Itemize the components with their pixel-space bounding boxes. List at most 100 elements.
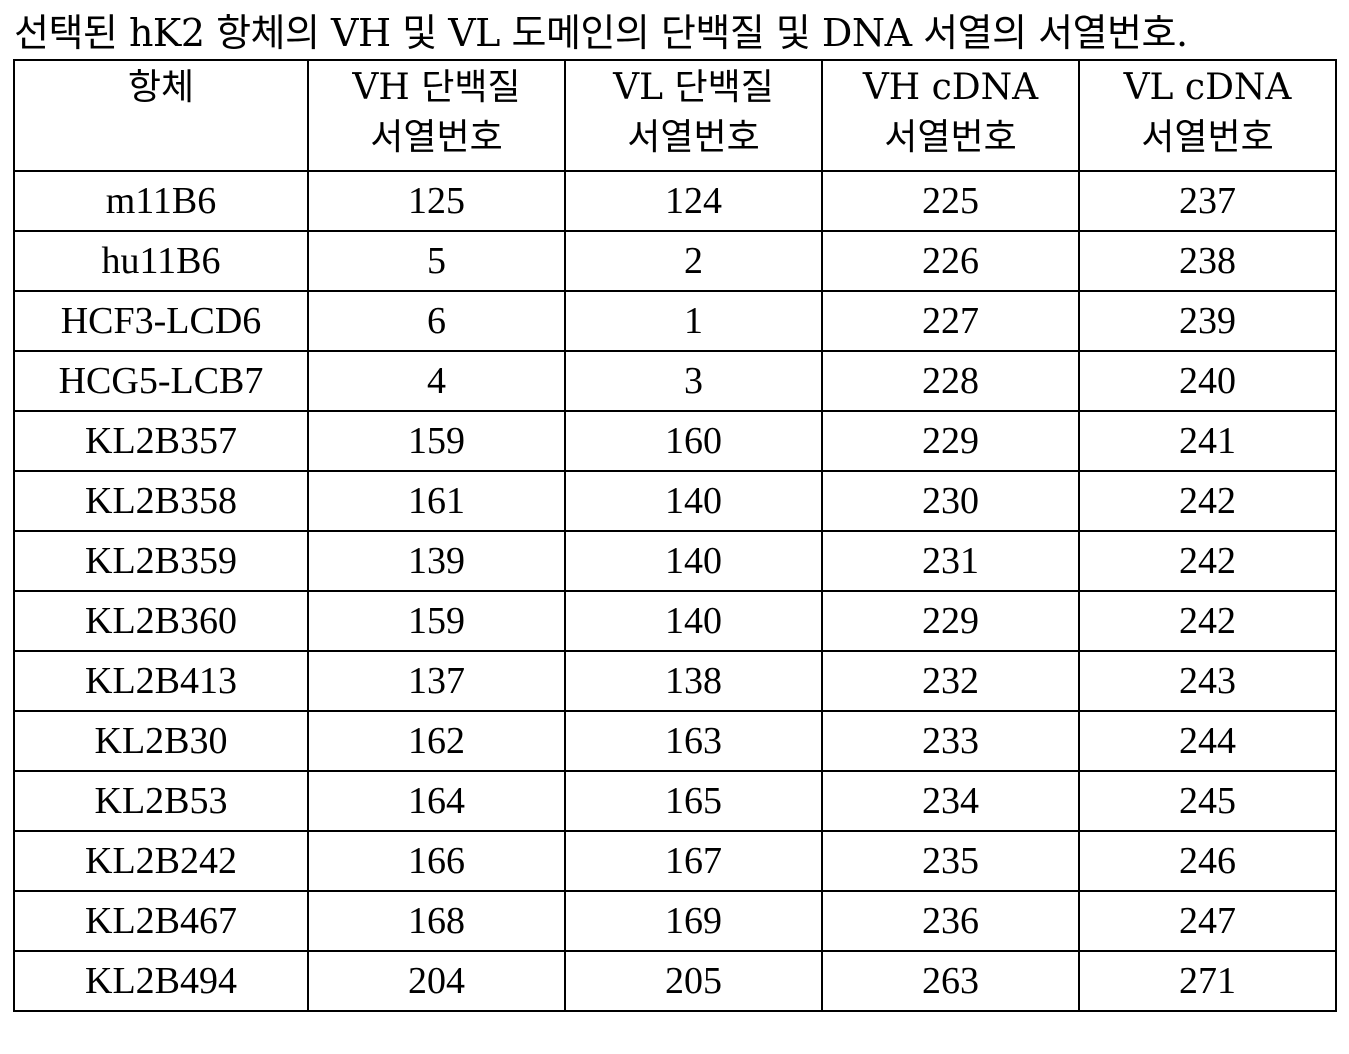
vl-protein-cell: 140	[564, 470, 823, 532]
vh-protein-cell: 159	[307, 590, 566, 652]
header-line: 서열번호	[370, 117, 503, 158]
vh-protein-cell: 137	[307, 650, 566, 712]
vh-protein-cell: 159	[307, 410, 566, 472]
vl-cdna-cell: 240	[1078, 350, 1337, 412]
vh-cdna-cell: 229	[821, 590, 1080, 652]
header-vl-cdna: VL cDNA 서열번호	[1078, 59, 1337, 172]
vl-cdna-cell: 239	[1078, 290, 1337, 352]
vh-cdna-cell: 236	[821, 890, 1080, 952]
vl-cdna-cell: 247	[1078, 890, 1337, 952]
table-caption: 선택된 hK2 항체의 VH 및 VL 도메인의 단백질 및 DNA 서열의 서…	[14, 11, 1188, 55]
header-line: VL 단백질	[613, 67, 774, 108]
vl-protein-cell: 1	[564, 290, 823, 352]
header-vl-protein: VL 단백질 서열번호	[564, 59, 823, 172]
vl-cdna-cell: 242	[1078, 470, 1337, 532]
vh-cdna-cell: 233	[821, 710, 1080, 772]
header-line: VH cDNA	[862, 67, 1039, 108]
header-line: 서열번호	[1141, 117, 1274, 158]
vh-protein-cell: 125	[307, 170, 566, 232]
antibody-cell: KL2B359	[13, 530, 309, 592]
antibody-cell: KL2B357	[13, 410, 309, 472]
antibody-cell: KL2B30	[13, 710, 309, 772]
antibody-cell: KL2B360	[13, 590, 309, 652]
antibody-cell: KL2B413	[13, 650, 309, 712]
vh-cdna-cell: 228	[821, 350, 1080, 412]
antibody-cell: KL2B494	[13, 950, 309, 1012]
table-row: KL2B30 162 163 233 244	[13, 710, 1337, 772]
vl-cdna-cell: 246	[1078, 830, 1337, 892]
vl-cdna-cell: 237	[1078, 170, 1337, 232]
vh-protein-cell: 5	[307, 230, 566, 292]
vl-protein-cell: 165	[564, 770, 823, 832]
antibody-cell: KL2B53	[13, 770, 309, 832]
table-row: hu11B6 5 2 226 238	[13, 230, 1337, 292]
vh-protein-cell: 166	[307, 830, 566, 892]
vl-cdna-cell: 243	[1078, 650, 1337, 712]
antibody-cell: m11B6	[13, 170, 309, 232]
vl-protein-cell: 163	[564, 710, 823, 772]
vh-protein-cell: 164	[307, 770, 566, 832]
vh-cdna-cell: 232	[821, 650, 1080, 712]
header-antibody: 항체	[13, 59, 309, 172]
vh-protein-cell: 6	[307, 290, 566, 352]
vl-cdna-cell: 271	[1078, 950, 1337, 1012]
table-row: KL2B413 137 138 232 243	[13, 650, 1337, 712]
vh-cdna-cell: 229	[821, 410, 1080, 472]
table-row: KL2B242 166 167 235 246	[13, 830, 1337, 892]
antibody-cell: KL2B242	[13, 830, 309, 892]
header-line: VH 단백질	[352, 67, 521, 108]
vl-protein-cell: 138	[564, 650, 823, 712]
vh-protein-cell: 4	[307, 350, 566, 412]
vl-protein-cell: 124	[564, 170, 823, 232]
vl-cdna-cell: 242	[1078, 590, 1337, 652]
header-line: 서열번호	[627, 117, 760, 158]
vh-cdna-cell: 230	[821, 470, 1080, 532]
vl-cdna-cell: 242	[1078, 530, 1337, 592]
header-line: 서열번호	[884, 117, 1017, 158]
vl-protein-cell: 2	[564, 230, 823, 292]
table-row: HCF3-LCD6 6 1 227 239	[13, 290, 1337, 352]
sequence-id-table: 항체 VH 단백질 서열번호 VL 단백질 서열번호 VH cDNA 서열번호 …	[13, 59, 1337, 1012]
header-row: 항체 VH 단백질 서열번호 VL 단백질 서열번호 VH cDNA 서열번호 …	[13, 59, 1337, 172]
vh-protein-cell: 162	[307, 710, 566, 772]
vh-cdna-cell: 235	[821, 830, 1080, 892]
vl-protein-cell: 167	[564, 830, 823, 892]
table-row: KL2B358 161 140 230 242	[13, 470, 1337, 532]
antibody-cell: KL2B467	[13, 890, 309, 952]
table-row: HCG5-LCB7 4 3 228 240	[13, 350, 1337, 412]
vl-protein-cell: 205	[564, 950, 823, 1012]
vl-protein-cell: 140	[564, 590, 823, 652]
vl-cdna-cell: 241	[1078, 410, 1337, 472]
table-row: KL2B467 168 169 236 247	[13, 890, 1337, 952]
antibody-cell: HCF3-LCD6	[13, 290, 309, 352]
vh-cdna-cell: 263	[821, 950, 1080, 1012]
antibody-cell: KL2B358	[13, 470, 309, 532]
vl-protein-cell: 3	[564, 350, 823, 412]
vl-protein-cell: 169	[564, 890, 823, 952]
table-row: KL2B360 159 140 229 242	[13, 590, 1337, 652]
vh-protein-cell: 161	[307, 470, 566, 532]
header-vh-cdna: VH cDNA 서열번호	[821, 59, 1080, 172]
vl-cdna-cell: 238	[1078, 230, 1337, 292]
antibody-cell: hu11B6	[13, 230, 309, 292]
vh-cdna-cell: 226	[821, 230, 1080, 292]
header-vh-protein: VH 단백질 서열번호	[307, 59, 566, 172]
vh-protein-cell: 204	[307, 950, 566, 1012]
vl-cdna-cell: 244	[1078, 710, 1337, 772]
table-row: KL2B53 164 165 234 245	[13, 770, 1337, 832]
table-row: KL2B359 139 140 231 242	[13, 530, 1337, 592]
table-row: KL2B494 204 205 263 271	[13, 950, 1337, 1012]
antibody-cell: HCG5-LCB7	[13, 350, 309, 412]
vh-cdna-cell: 225	[821, 170, 1080, 232]
vl-protein-cell: 140	[564, 530, 823, 592]
header-line: 항체	[127, 67, 195, 108]
vh-cdna-cell: 231	[821, 530, 1080, 592]
vh-cdna-cell: 234	[821, 770, 1080, 832]
header-line: VL cDNA	[1123, 67, 1292, 108]
vh-cdna-cell: 227	[821, 290, 1080, 352]
vh-protein-cell: 168	[307, 890, 566, 952]
table-body: m11B6 125 124 225 237 hu11B6 5 2 226 238 HCF3-LCD6…	[13, 170, 1337, 1012]
vl-cdna-cell: 245	[1078, 770, 1337, 832]
table-row: KL2B357 159 160 229 241	[13, 410, 1337, 472]
vh-protein-cell: 139	[307, 530, 566, 592]
